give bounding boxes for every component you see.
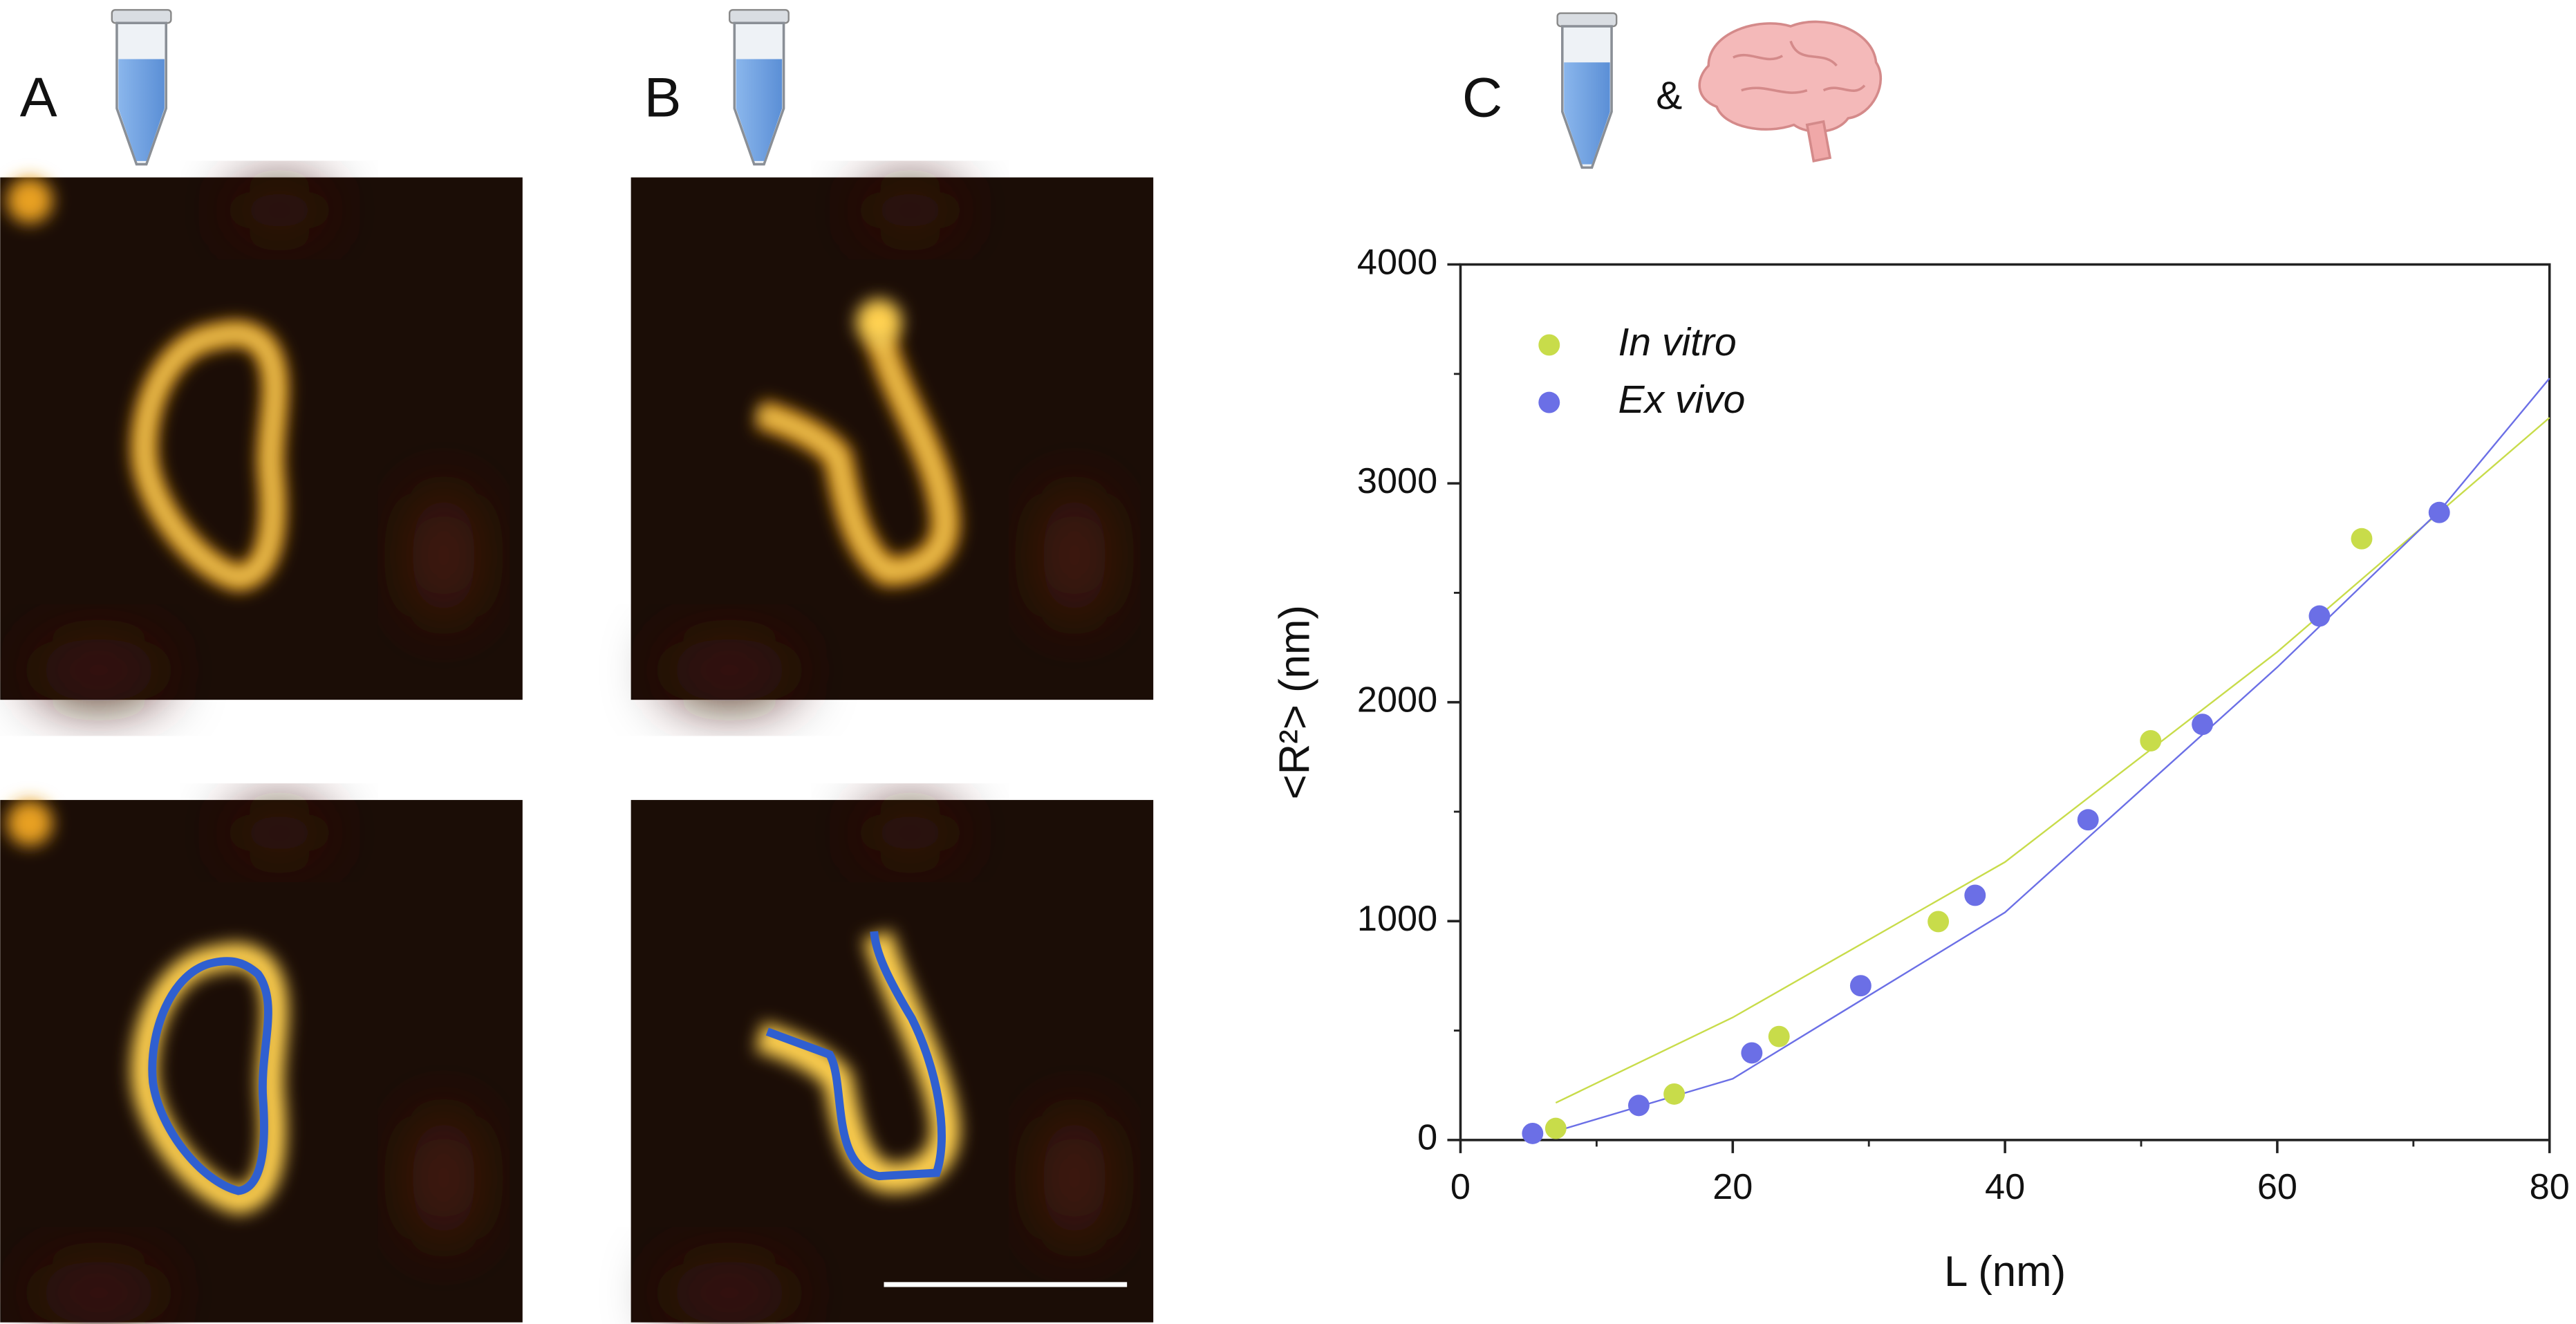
- x-axis-label: L (nm): [1944, 1248, 2066, 1296]
- point: [1663, 1083, 1686, 1105]
- panel-label: A: [20, 67, 57, 129]
- point: [1768, 1025, 1790, 1047]
- tube-icon: [111, 8, 173, 166]
- afm-image: [631, 178, 1154, 703]
- tube-icon: [728, 8, 790, 166]
- afm-image: [0, 177, 523, 703]
- point: [1849, 975, 1872, 997]
- point: [2351, 528, 2373, 550]
- point: [2308, 605, 2331, 627]
- connector: &: [1656, 74, 1682, 118]
- x-tick-label: 80: [2530, 1167, 2570, 1207]
- y-tick-label: 1000: [1357, 899, 1437, 939]
- point: [2428, 501, 2450, 523]
- panel-label: C: [1462, 67, 1502, 129]
- legend-label: Ex vivo: [1618, 377, 1746, 422]
- panel-label: B: [644, 67, 682, 129]
- y-tick-label: 0: [1417, 1118, 1437, 1158]
- y-tick-label: 4000: [1357, 242, 1437, 282]
- afm-image-traced: [0, 800, 523, 1324]
- afm-image-traced: [631, 800, 1154, 1324]
- point: [1522, 1122, 1544, 1144]
- fit-line: [1555, 377, 2550, 1132]
- y-tick-label: 3000: [1357, 461, 1437, 501]
- scatter-chart: 0 1000 2000 3000 4000 0 20 40 60 80 L (nm) <R²> (nm…: [1271, 242, 2570, 1296]
- point: [2192, 714, 2214, 736]
- x-tick-label: 60: [2257, 1167, 2297, 1207]
- x-tick-label: 20: [1712, 1167, 1753, 1207]
- point: [2077, 809, 2099, 831]
- point: [2140, 729, 2162, 752]
- x-tick-label: 40: [1985, 1167, 2025, 1207]
- x-tick-label: 0: [1450, 1167, 1471, 1207]
- legend-label: In vitro: [1618, 320, 1737, 364]
- legend-marker: [1538, 334, 1560, 356]
- brain-icon: [1698, 20, 1883, 162]
- point: [1544, 1117, 1567, 1139]
- fit-line: [1555, 417, 2550, 1104]
- y-axis-label: <R²> (nm): [1271, 605, 1319, 799]
- point: [1741, 1042, 1763, 1064]
- point: [1928, 911, 1950, 933]
- point: [1627, 1094, 1650, 1117]
- y-tick-label: 2000: [1357, 680, 1437, 720]
- legend-marker: [1538, 391, 1560, 413]
- tube-icon: [1556, 12, 1618, 169]
- point: [1964, 884, 1986, 906]
